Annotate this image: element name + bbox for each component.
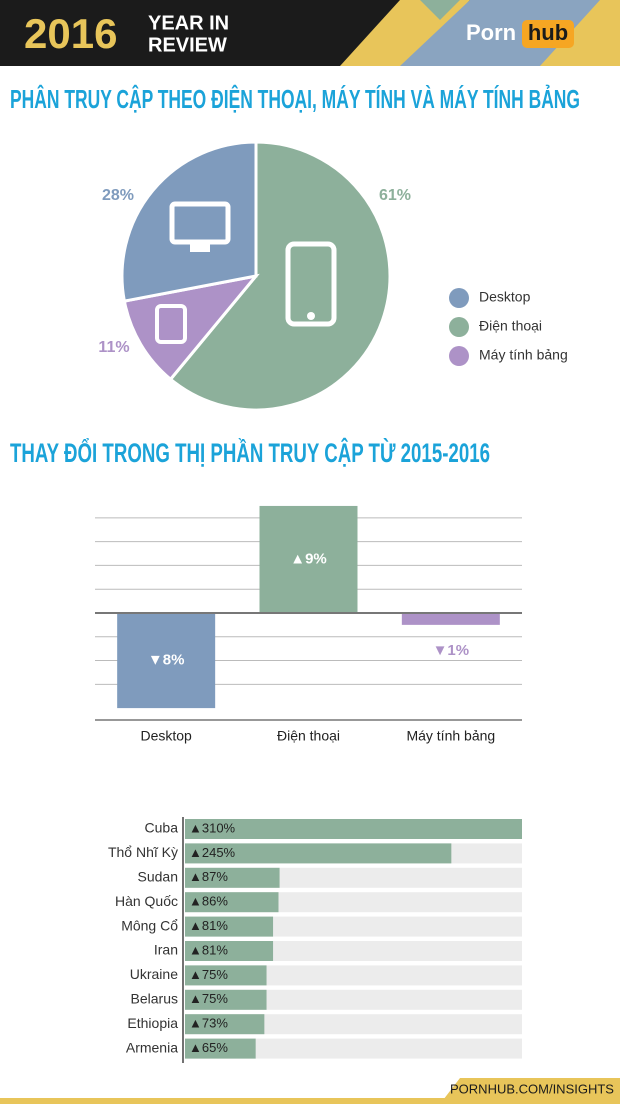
value-label: 28% [102, 187, 134, 204]
pie-chart [120, 140, 392, 412]
legend-swatch [449, 288, 469, 308]
pie-slice [168, 140, 392, 412]
bar-track [185, 989, 522, 1010]
x-tick-label: Điện thoại [277, 728, 340, 744]
value-label: ▲310% [189, 820, 236, 835]
bar-track [185, 1014, 522, 1035]
footer-link: PORNHUB.COM/INSIGHTS [450, 1081, 614, 1096]
bar [185, 843, 452, 864]
bar-track [185, 1038, 522, 1059]
icons [155, 201, 337, 344]
footer-strip [0, 1098, 620, 1104]
value-label: ▲87% [189, 869, 228, 884]
bar [117, 612, 216, 709]
bar [185, 867, 280, 888]
bar [185, 819, 522, 839]
chart-title: PHÂN TRUY CẬP THEO ĐIỆN THOẠI, MÁY TÍNH … [10, 84, 580, 114]
legend-label: Desktop [479, 289, 531, 305]
value-label: ▲9% [290, 550, 327, 567]
logo-text: hub [528, 20, 568, 45]
bar [401, 612, 500, 625]
chart-title: THAY ĐỔI TRONG THỊ PHẦN TRUY CẬP TỪ 2015… [10, 437, 490, 468]
value-label: ▲73% [189, 1016, 228, 1031]
hbar-chart: ▲310% Cuba ▲245% Thổ Nhĩ Kỳ ▲87% Sudan ▲86% Hàn… [108, 817, 522, 1063]
x-tick-label: Desktop [140, 728, 192, 744]
value-label: ▲86% [189, 894, 228, 909]
y-tick-label: Ukraine [130, 966, 178, 982]
legend-swatch [449, 317, 469, 337]
legend-label: Điện thoại [479, 318, 542, 334]
value-label: ▲65% [189, 1040, 228, 1055]
header-stripe [540, 0, 620, 66]
bar-track [185, 965, 522, 986]
value-label: ▲75% [189, 991, 228, 1006]
header-year: 2016 [24, 10, 117, 57]
logo-box [522, 20, 574, 48]
value-label: ▲245% [189, 845, 236, 860]
y-tick-label: Belarus [131, 991, 178, 1007]
bar [259, 505, 358, 613]
value-label: 61% [379, 187, 411, 204]
tablet-icon [155, 304, 187, 344]
legend-swatch [449, 346, 469, 366]
value-label: ▲81% [189, 918, 228, 933]
desktop-icon [190, 244, 210, 252]
header-stripe [420, 0, 460, 20]
bar [185, 1038, 256, 1059]
y-tick-label: Mông Cổ [121, 917, 178, 933]
bar-chart: ▼8% Desktop ▲9% Điện thoại ▼1% Máy tính bảng [95, 505, 522, 744]
bar [185, 989, 267, 1010]
y-tick-label: Hàn Quốc [115, 893, 178, 909]
y-tick-label: Ethiopia [127, 1015, 178, 1031]
phone-icon [285, 241, 337, 327]
y-tick-label: Armenia [126, 1039, 178, 1055]
y-tick-label: Sudan [138, 869, 178, 885]
y-tick-label: Cuba [145, 820, 179, 836]
bar [185, 1014, 265, 1035]
value-label: ▲75% [189, 967, 228, 982]
value-label: ▼1% [433, 642, 470, 659]
desktop-icon [169, 201, 231, 245]
bar [185, 892, 279, 913]
bar [185, 916, 274, 937]
header-line: REVIEW [148, 34, 227, 56]
bar [185, 965, 267, 986]
y-tick-label: Thổ Nhĩ Kỳ [108, 844, 178, 860]
bar [185, 941, 274, 961]
pie-slice [120, 140, 258, 303]
legend-label: Máy tính bảng [479, 347, 568, 363]
value-label: 11% [98, 339, 129, 356]
y-tick-label: Iran [154, 942, 178, 958]
phone-icon [307, 312, 315, 320]
logo-text: Porn [466, 20, 516, 45]
footer-bg [440, 1078, 620, 1104]
value-label: ▲81% [189, 942, 228, 957]
pie-slice [122, 273, 260, 382]
header-line: YEAR IN [148, 12, 229, 34]
x-tick-label: Máy tính bảng [406, 728, 495, 744]
value-label: ▼8% [148, 652, 185, 669]
